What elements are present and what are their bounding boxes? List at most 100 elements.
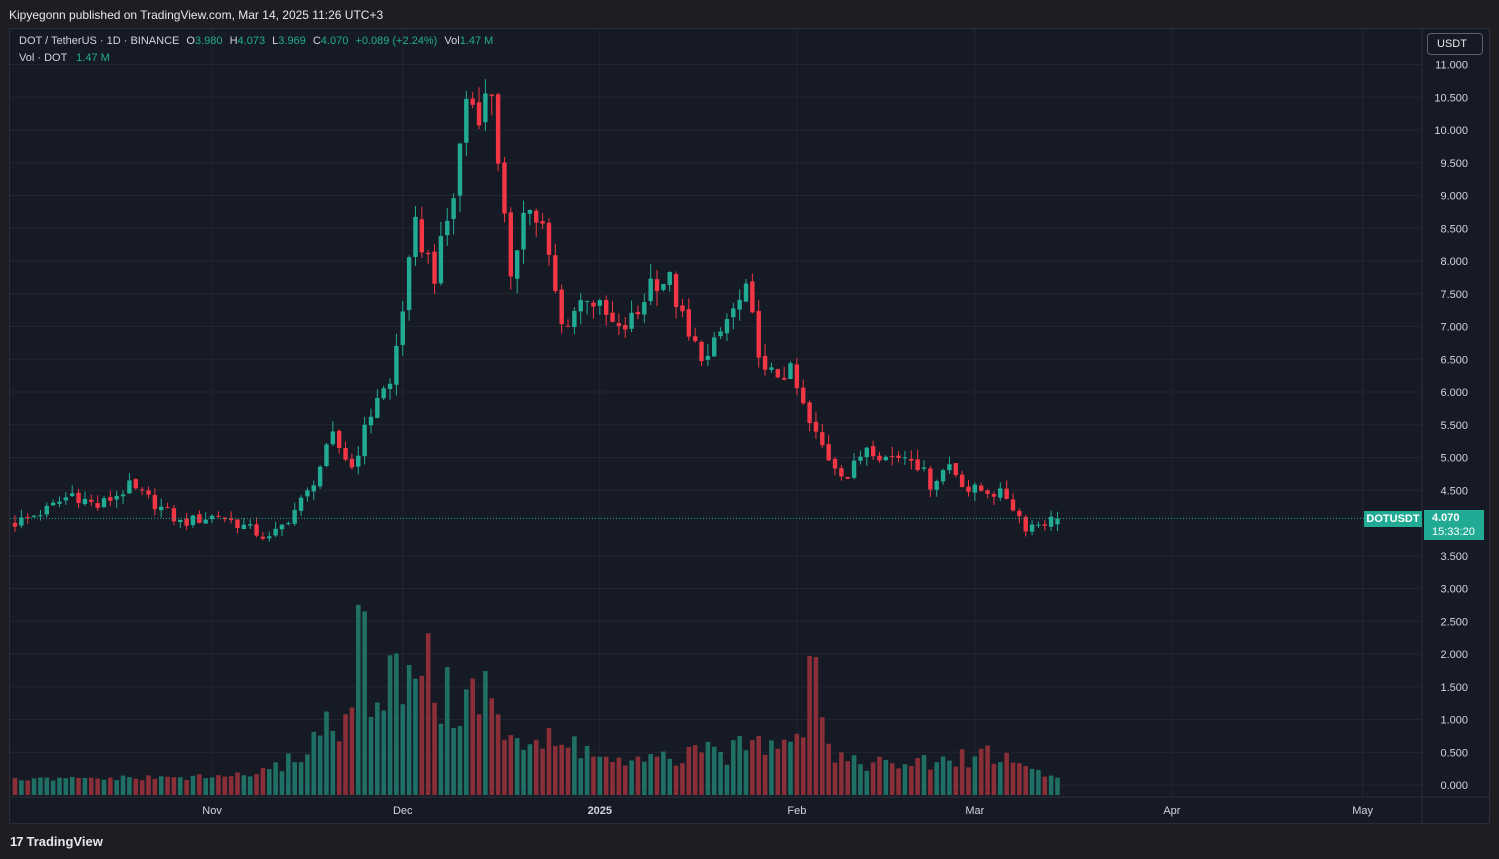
candle-body xyxy=(451,198,456,219)
volume-bar xyxy=(578,758,584,795)
volume-bar xyxy=(978,748,984,795)
volume-bar xyxy=(292,762,297,795)
volume-bar xyxy=(197,774,202,795)
volume-bar xyxy=(241,775,247,795)
volume-bar xyxy=(533,739,539,795)
price-tick-label: 4.500 xyxy=(1440,485,1468,497)
volume-bar xyxy=(565,747,571,795)
candle-body xyxy=(114,495,119,500)
volume-label[interactable]: Vol · DOT xyxy=(19,52,68,64)
volume-bar xyxy=(553,745,558,795)
price-tick-label: 5.000 xyxy=(1440,453,1468,465)
candle-body xyxy=(495,94,501,164)
candle-body xyxy=(864,447,869,458)
volume-bar xyxy=(794,733,800,795)
candle-body xyxy=(756,310,761,358)
tradingview-logo[interactable]: 17 TradingView xyxy=(10,834,103,849)
candle-body xyxy=(483,93,488,123)
volume-bar xyxy=(584,745,590,795)
candle-body xyxy=(705,355,711,360)
volume-bar xyxy=(692,745,698,795)
volume-bar xyxy=(527,744,533,795)
candle-body xyxy=(362,424,367,457)
candle-body xyxy=(146,490,151,495)
time-tick-label: May xyxy=(1352,805,1373,817)
candle-body xyxy=(1029,524,1035,532)
open-key: O xyxy=(186,35,195,47)
volume-bar xyxy=(667,758,673,795)
volume-bar xyxy=(120,775,126,795)
candle-body xyxy=(623,325,628,330)
volume-bar xyxy=(349,707,355,795)
price-tick-label: 8.500 xyxy=(1440,223,1468,235)
candle-body xyxy=(724,319,730,334)
volume-bar xyxy=(813,656,819,795)
low-key: L xyxy=(272,35,279,47)
volume-bar xyxy=(934,762,940,795)
chart-pane[interactable] xyxy=(9,28,1490,824)
candle-body xyxy=(286,523,291,525)
candle-body xyxy=(127,480,132,494)
volume-bar xyxy=(457,725,463,795)
candle-body xyxy=(305,490,310,497)
volume-bar xyxy=(680,763,685,795)
candle-body xyxy=(1023,516,1028,532)
volume-bar xyxy=(133,778,139,795)
volume-bar xyxy=(413,678,418,795)
last-price: 4.070 xyxy=(1432,512,1460,524)
volume-bar xyxy=(44,777,50,795)
candle-body xyxy=(801,387,806,404)
candle-body xyxy=(845,476,850,479)
candle-body xyxy=(915,459,920,470)
volume-legend: Vol · DOT 1.47 M xyxy=(19,52,110,64)
volume-bar xyxy=(305,754,310,795)
volume-bar xyxy=(254,774,259,795)
volume-bar xyxy=(654,756,660,795)
volume-bar xyxy=(572,736,577,795)
candle-body xyxy=(101,498,107,508)
time-tick-label: Nov xyxy=(202,805,222,817)
volume-bar xyxy=(985,745,990,795)
candle-body xyxy=(235,519,240,529)
candle-body xyxy=(159,506,164,511)
volume-bar xyxy=(209,777,215,795)
volume-bar xyxy=(839,752,844,795)
candle-body xyxy=(743,283,749,302)
volume-tick-label: 1.000 xyxy=(1440,715,1468,727)
candle-body xyxy=(190,515,196,526)
volume-bar xyxy=(877,756,882,795)
candle-body xyxy=(375,398,380,418)
volume-bar xyxy=(889,763,895,795)
price-tick-label: 8.000 xyxy=(1440,256,1468,268)
symbol-tag: DOTUSDT xyxy=(1364,511,1422,527)
volume-bar xyxy=(1042,776,1048,795)
candle-body xyxy=(959,474,965,488)
candle-body xyxy=(826,444,831,461)
volume-bar xyxy=(870,762,876,795)
candle-body xyxy=(311,485,316,492)
volume-bar xyxy=(1023,766,1029,795)
volume-bar xyxy=(966,767,971,795)
volume-bar xyxy=(25,780,31,795)
volume-bar xyxy=(438,723,444,795)
candle-body xyxy=(718,331,723,337)
candle-body xyxy=(731,308,736,318)
candle-body xyxy=(57,501,62,504)
candle-body xyxy=(476,102,482,126)
open-value: 3.980 xyxy=(194,35,223,47)
volume-bar xyxy=(203,778,208,795)
volume-bar xyxy=(896,768,901,795)
price-tick-label: 5.500 xyxy=(1440,420,1468,432)
candle-body xyxy=(972,484,978,493)
volume-bar xyxy=(1048,775,1054,795)
price-tick-label: 9.000 xyxy=(1440,191,1468,203)
currency-button[interactable]: USDT xyxy=(1427,33,1483,55)
candle-body xyxy=(546,222,552,255)
volume-bar xyxy=(184,780,189,795)
volume-bar xyxy=(635,756,641,795)
candle-body xyxy=(890,455,895,457)
candle-body xyxy=(998,488,1003,498)
symbol-label[interactable]: DOT / TetherUS · 1D · BINANCE xyxy=(19,35,180,47)
volume-bar xyxy=(673,765,679,795)
